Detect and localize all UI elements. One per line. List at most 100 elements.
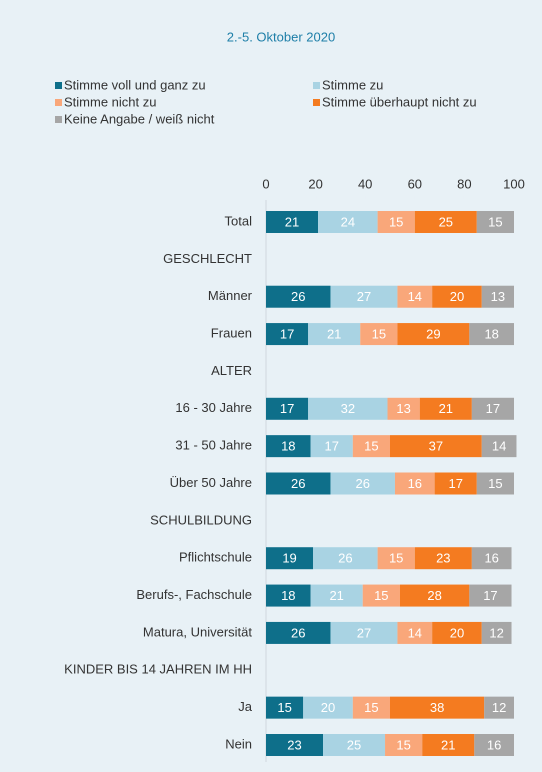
bar-segment: [397, 323, 470, 346]
bar-segment: [266, 285, 331, 308]
bar-segment: [318, 211, 378, 233]
bar-segment: [303, 696, 353, 719]
data-label: 15: [372, 327, 386, 342]
data-label: 21: [329, 588, 343, 603]
bar-segment: [476, 472, 514, 495]
bar-segment: [432, 621, 482, 644]
bar-segment: [390, 696, 485, 719]
legend-label: Stimme zu: [322, 77, 383, 92]
data-label: 20: [321, 700, 335, 715]
data-label: 14: [492, 439, 506, 454]
data-label: 17: [483, 588, 497, 603]
bar-segment: [414, 211, 477, 233]
bar-segment: [484, 696, 514, 719]
data-label: 13: [491, 289, 505, 304]
y-tick-label: GESCHLECHT: [163, 251, 252, 266]
data-label: 14: [408, 289, 422, 304]
legend-label: Stimme voll und ganz zu: [64, 77, 206, 92]
data-label: 16: [484, 551, 498, 566]
data-label: 18: [484, 327, 498, 342]
y-tick-label: Total: [225, 213, 253, 228]
y-tick-label: Frauen: [211, 326, 252, 341]
y-tick-label: 16 - 30 Jahre: [175, 400, 252, 415]
data-label: 21: [439, 401, 453, 416]
data-label: 17: [280, 327, 294, 342]
y-tick-label: Nein: [225, 736, 252, 751]
data-label: 24: [341, 214, 355, 229]
bar-segment: [471, 547, 512, 570]
data-label: 25: [439, 214, 453, 229]
bar-segment: [266, 472, 331, 495]
bar-segment: [390, 435, 482, 458]
bar-segment: [362, 584, 400, 607]
y-tick-label: Männer: [208, 288, 253, 303]
x-tick-label: 80: [457, 176, 471, 191]
bar-segment: [394, 472, 435, 495]
bar-segment: [481, 621, 512, 644]
data-label: 15: [374, 588, 388, 603]
legend-label: Keine Angabe / weiß nicht: [64, 111, 215, 126]
data-label: 12: [492, 700, 506, 715]
data-label: 12: [489, 625, 503, 640]
bar-segment: [266, 621, 331, 644]
y-tick-label: Matura, Universität: [143, 624, 252, 639]
bar-segment: [313, 547, 378, 570]
x-tick-label: 40: [358, 176, 372, 191]
bar-segment: [377, 211, 415, 233]
data-label: 19: [282, 551, 296, 566]
bar-segment: [310, 584, 363, 607]
y-tick-label: KINDER BIS 14 JAHREN IM HH: [64, 662, 252, 677]
bar-segment: [266, 397, 309, 420]
data-label: 17: [280, 401, 294, 416]
y-tick-label: Über 50 Jahre: [170, 475, 252, 490]
x-tick-label: 20: [308, 176, 322, 191]
y-tick-label: 31 - 50 Jahre: [175, 438, 252, 453]
bar-segment: [397, 621, 433, 644]
data-label: 16: [408, 476, 422, 491]
x-tick-label: 0: [262, 176, 269, 191]
legend-swatch: [55, 99, 62, 106]
data-label: 21: [441, 737, 455, 752]
data-label: 15: [488, 214, 502, 229]
data-label: 15: [389, 551, 403, 566]
data-label: 16: [487, 737, 501, 752]
data-label: 32: [341, 401, 355, 416]
bar-segment: [266, 547, 314, 570]
data-label: 15: [396, 737, 410, 752]
bar-segment: [330, 621, 398, 644]
bar-segment: [330, 285, 398, 308]
bar-segment: [360, 323, 398, 346]
data-label: 17: [324, 439, 338, 454]
bar-segment: [481, 285, 514, 308]
data-label: 14: [408, 625, 422, 640]
bar-segment: [422, 734, 475, 756]
bar-segment: [266, 211, 319, 233]
bar-segment: [474, 734, 514, 756]
bar-segment: [469, 584, 512, 607]
data-label: 37: [429, 439, 443, 454]
data-label: 29: [426, 327, 440, 342]
data-label: 15: [488, 476, 502, 491]
data-label: 20: [450, 625, 464, 640]
data-label: 15: [277, 700, 291, 715]
data-label: 21: [327, 327, 341, 342]
legend-label: Stimme überhaupt nicht zu: [322, 94, 477, 109]
data-label: 38: [430, 700, 444, 715]
data-label: 26: [291, 289, 305, 304]
bar-segment: [414, 547, 472, 570]
data-label: 28: [427, 588, 441, 603]
data-label: 18: [281, 588, 295, 603]
legend-swatch: [55, 116, 62, 123]
legend-swatch: [313, 82, 320, 89]
bar-segment: [385, 734, 423, 756]
y-tick-label: Pflichtschule: [179, 550, 252, 565]
data-label: 15: [389, 214, 403, 229]
data-label: 26: [291, 476, 305, 491]
bar-segment: [352, 435, 390, 458]
bar-segment: [387, 397, 420, 420]
data-label: 26: [291, 625, 305, 640]
x-tick-label: 60: [408, 176, 422, 191]
x-tick-label: 100: [503, 176, 525, 191]
data-label: 15: [364, 700, 378, 715]
